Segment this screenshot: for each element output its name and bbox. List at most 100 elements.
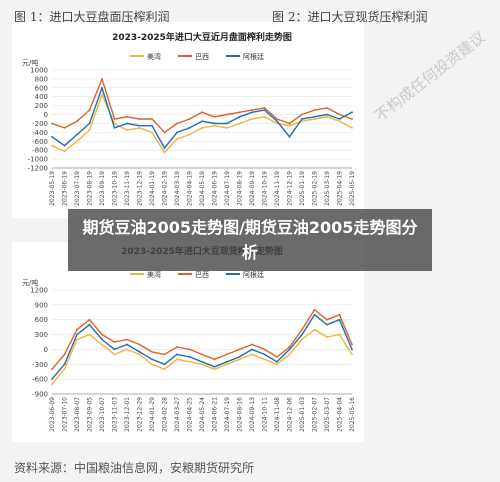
y-tick-2-1: 900 [35, 301, 48, 309]
data-point-2-0-4 [101, 343, 103, 346]
x-tick-2-18: 2024-11-08 [274, 397, 281, 432]
x-tick-1-12: 2024-05-19 [199, 171, 206, 206]
data-point-2-2-20 [301, 333, 303, 336]
data-point-1-2-15 [238, 115, 241, 118]
data-point-2-1-22 [326, 318, 328, 321]
data-point-1-1-8 [151, 118, 153, 120]
x-tick-1-17: 2024-10-19 [262, 171, 269, 206]
x-tick-2-19: 2024-12-06 [287, 397, 294, 432]
series-line-2-2 [51, 314, 353, 380]
data-point-2-1-9 [163, 353, 166, 356]
data-point-1-0-18 [276, 122, 278, 125]
data-point-1-1-1 [63, 127, 66, 129]
data-point-2-1-3 [88, 318, 91, 321]
data-point-1-1-0 [51, 122, 53, 125]
data-point-1-1-9 [163, 131, 166, 134]
data-point-1-1-11 [188, 118, 191, 120]
data-point-2-2-19 [288, 348, 291, 351]
data-point-1-0-22 [326, 115, 328, 118]
x-tick-1-4: 2023-09-19 [99, 171, 106, 206]
data-point-2-1-18 [276, 355, 278, 358]
x-tick-1-21: 2025-02-19 [312, 171, 319, 206]
data-point-2-2-0 [51, 378, 53, 381]
data-point-2-2-15 [238, 355, 241, 358]
data-point-2-1-8 [151, 351, 153, 353]
y-tick-2-4: 0 [44, 346, 48, 354]
data-point-1-0-15 [238, 122, 241, 125]
data-point-1-2-4 [101, 86, 103, 89]
x-tick-1-9: 2024-02-19 [162, 171, 169, 206]
x-tick-2-14: 2024-07-19 [224, 397, 231, 432]
x-tick-2-6: 2023-12-01 [124, 397, 131, 432]
y-tick-2-2: 600 [35, 316, 48, 324]
x-tick-2-21: 2025-02-07 [312, 397, 319, 432]
data-point-1-2-6 [126, 122, 128, 125]
data-point-2-0-22 [326, 336, 328, 338]
y-tick-1-2: 600 [35, 84, 48, 92]
data-point-1-1-15 [238, 111, 241, 114]
data-point-2-2-3 [88, 323, 91, 326]
data-point-2-2-9 [163, 363, 166, 366]
x-tick-2-10: 2024-03-27 [174, 397, 181, 432]
data-point-2-2-16 [251, 348, 253, 351]
data-point-1-0-24 [351, 127, 353, 129]
data-point-2-0-18 [276, 363, 278, 366]
data-point-2-1-15 [238, 348, 241, 351]
data-point-2-2-14 [226, 360, 228, 363]
data-point-2-1-6 [126, 338, 128, 341]
data-point-2-1-17 [263, 348, 266, 351]
y-tick-1-6: -200 [32, 120, 48, 128]
data-point-1-0-5 [113, 122, 116, 125]
legend-label-2-2: 阿根廷 [243, 270, 264, 279]
y-tick-2-5: -300 [32, 361, 48, 369]
y-tick-1-1: 800 [35, 75, 48, 83]
data-point-1-0-21 [313, 118, 316, 120]
figure-1-label: 图 1：进口大豆盘面压榨利润 [14, 10, 170, 24]
y-tick-1-10: -1000 [28, 156, 48, 164]
series-line-2-1 [51, 309, 353, 370]
data-point-1-1-7 [138, 118, 141, 120]
data-point-1-2-1 [63, 144, 66, 147]
x-tick-2-11: 2024-04-25 [187, 397, 194, 432]
data-point-2-0-12 [201, 363, 203, 366]
data-point-1-2-7 [138, 124, 141, 127]
figure-2-label: 图 2：进口大豆现货压榨利润 [272, 10, 428, 24]
legend-label-2-0: 美湾 [147, 270, 161, 279]
y-tick-1-7: -400 [32, 129, 48, 137]
data-point-2-1-11 [188, 348, 191, 351]
data-point-1-1-3 [88, 109, 91, 111]
x-tick-1-3: 2023-08-19 [87, 171, 94, 206]
data-point-2-0-8 [151, 363, 153, 366]
x-tick-1-22: 2025-03-19 [324, 171, 331, 206]
data-point-1-2-11 [188, 127, 191, 129]
data-point-1-0-8 [151, 131, 153, 134]
data-point-2-2-24 [351, 348, 353, 351]
data-point-2-0-9 [163, 368, 166, 371]
x-tick-2-17: 2024-10-11 [262, 397, 269, 432]
y-tick-2-3: 300 [35, 331, 48, 339]
series-line-2-0 [51, 328, 353, 385]
data-point-2-1-1 [63, 353, 66, 356]
x-tick-2-9: 2024-02-28 [162, 397, 169, 432]
data-point-1-2-8 [151, 124, 153, 127]
data-point-2-2-5 [113, 348, 116, 351]
data-point-1-1-14 [226, 113, 228, 116]
data-point-1-2-19 [288, 135, 291, 138]
x-tick-2-3: 2023-09-05 [87, 397, 94, 432]
x-tick-1-11: 2024-04-19 [187, 171, 194, 206]
overlay-title: 期货豆油2005走势图/期货豆油2005走势图分析 [82, 218, 418, 262]
data-point-1-0-0 [51, 144, 53, 147]
data-point-2-1-13 [213, 358, 216, 361]
x-tick-2-12: 2024-05-24 [199, 397, 206, 432]
data-point-1-2-23 [338, 118, 341, 120]
data-point-1-1-23 [338, 113, 341, 116]
x-tick-2-24: 2025-05-16 [349, 397, 356, 432]
data-point-2-2-7 [138, 351, 141, 353]
chart-1-title: 2023-2025年进口大豆近月盘面榨利走势图 [112, 31, 292, 43]
data-point-1-2-10 [176, 131, 178, 134]
data-point-1-2-22 [326, 113, 328, 116]
data-point-1-2-9 [163, 147, 166, 149]
data-point-1-2-2 [76, 133, 78, 136]
y-tick-1-3: 400 [35, 93, 48, 101]
data-point-2-1-14 [226, 353, 228, 356]
